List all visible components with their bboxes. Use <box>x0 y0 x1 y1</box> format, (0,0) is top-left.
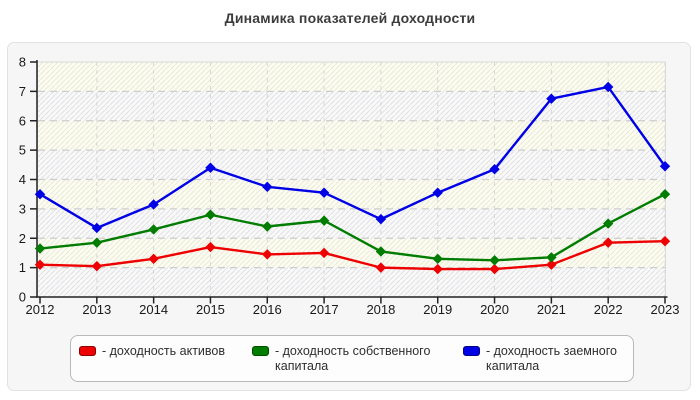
series-2-marker <box>91 222 103 234</box>
series-0-marker <box>91 260 103 272</box>
series-0-marker <box>375 262 387 273</box>
series-1-marker <box>262 221 273 232</box>
series-1-marker <box>91 237 103 248</box>
series-2-marker <box>148 199 159 210</box>
series-2-marker <box>375 213 387 225</box>
series-2-marker <box>205 162 216 173</box>
series-0-marker <box>659 235 671 247</box>
series-2-marker <box>432 187 443 198</box>
series-0-marker <box>262 249 273 260</box>
series-0-marker <box>34 259 46 270</box>
chart-legend: - доходность активов - доходность собстве… <box>70 335 634 382</box>
series-1-marker <box>546 252 557 263</box>
legend-swatch-icon <box>463 346 480 356</box>
x-tick-label: 2021 <box>537 302 566 317</box>
series-1-marker <box>205 209 216 220</box>
legend-item-0: - доходность активов <box>79 344 239 359</box>
legend-item-1: - доходность собственного капитала <box>252 344 452 374</box>
x-tick-label: 2019 <box>423 302 452 317</box>
y-tick-label: 4 <box>19 172 26 187</box>
legend-swatch-icon <box>252 346 269 356</box>
plot-axes <box>30 60 668 304</box>
series-1-marker <box>489 255 500 266</box>
series-2-marker <box>34 188 46 200</box>
x-tick-label: 2013 <box>82 302 111 317</box>
series-0-line <box>34 235 671 275</box>
x-tick-label: 2018 <box>366 302 395 317</box>
series-1-marker <box>432 253 443 265</box>
legend-item-2: - доходность заемного капитала <box>463 344 628 374</box>
series-1-line <box>34 188 671 266</box>
y-tick-label: 6 <box>19 113 26 128</box>
x-tick-label: 2017 <box>310 302 339 317</box>
plot-series-lines <box>34 81 671 275</box>
chart-title: Динамика показателей доходности <box>224 10 476 26</box>
y-tick-label: 7 <box>19 84 26 99</box>
series-0-marker <box>205 241 216 253</box>
series-2-marker <box>602 81 614 93</box>
series-0-marker <box>148 253 159 265</box>
series-2-marker <box>262 181 273 193</box>
axis-tick-labels: 0 1 2 3 4 5 6 7 8 2012 2013 2014 2015 2016 2017 2018 201… <box>19 55 680 318</box>
plot-gridlines <box>37 61 666 298</box>
y-tick-label: 3 <box>19 201 26 216</box>
x-tick-label: 2015 <box>196 302 225 317</box>
y-tick-label: 0 <box>19 290 26 305</box>
series-0-marker <box>546 259 557 270</box>
series-1-marker <box>602 218 614 229</box>
y-tick-label: 1 <box>19 260 26 275</box>
x-tick-label: 2020 <box>480 302 509 317</box>
series-2-marker <box>546 93 557 104</box>
x-tick-label: 2023 <box>651 302 680 317</box>
series-1-marker <box>659 188 671 200</box>
series-0-marker <box>432 263 443 275</box>
x-tick-label: 2022 <box>594 302 623 317</box>
series-1-marker <box>375 246 387 257</box>
x-tick-label: 2016 <box>253 302 282 317</box>
series-0-marker <box>602 237 614 248</box>
legend-label: - доходность собственного капитала <box>275 344 431 373</box>
series-0-marker <box>318 247 330 259</box>
series-1-marker <box>318 215 330 226</box>
y-tick-label: 2 <box>19 231 26 246</box>
legend-label: - доходность активов <box>102 344 225 358</box>
series-1-marker <box>34 243 46 254</box>
series-2-marker <box>659 161 671 172</box>
legend-swatch-icon <box>79 346 96 356</box>
legend-label: - доходность заемного капитала <box>486 344 617 373</box>
y-tick-label: 5 <box>19 143 26 158</box>
series-1-marker <box>148 224 159 235</box>
series-0-marker <box>489 263 500 275</box>
x-tick-label: 2014 <box>139 302 168 317</box>
y-tick-label: 8 <box>19 55 26 70</box>
x-tick-label: 2012 <box>26 302 55 317</box>
series-2-marker <box>489 164 500 175</box>
series-2-marker <box>318 187 330 198</box>
series-2-line <box>34 81 671 234</box>
